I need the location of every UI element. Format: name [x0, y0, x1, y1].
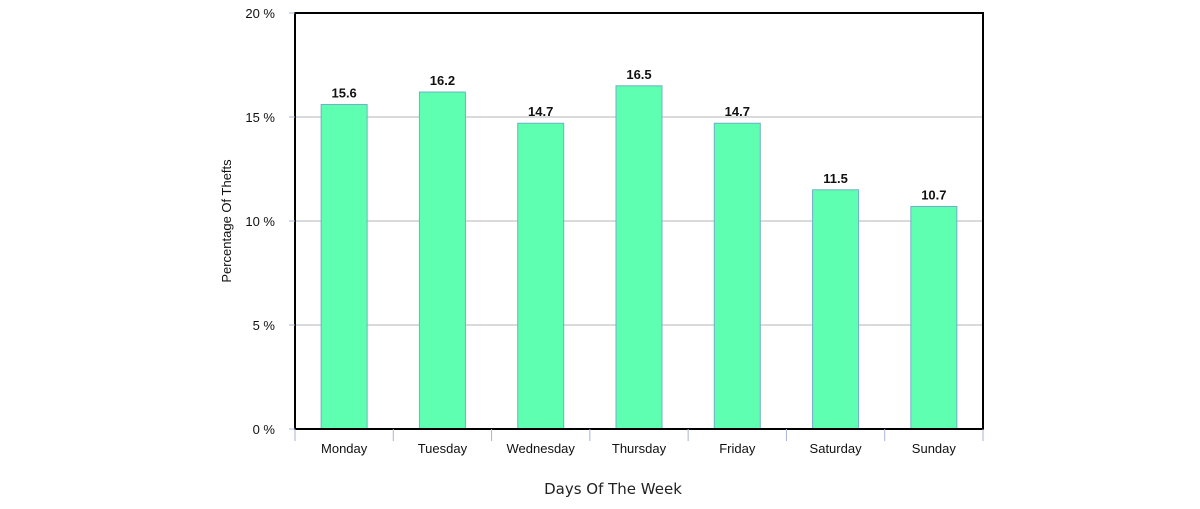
data-label: 16.2: [430, 73, 455, 88]
x-tick-label: Saturday: [810, 441, 863, 456]
data-label: 14.7: [528, 104, 553, 119]
bar-thursday: [615, 85, 663, 430]
y-tick-label: 5 %: [253, 318, 276, 333]
bar-sunday: [910, 205, 958, 430]
y-tick-label: 10 %: [245, 214, 275, 229]
x-tick-label: Thursday: [612, 441, 667, 456]
y-axis-title: Percentage Of Thefts: [219, 159, 234, 283]
data-label: 14.7: [725, 104, 750, 119]
data-label: 15.6: [331, 86, 356, 101]
bar-tuesday: [418, 91, 466, 430]
y-axis-ticks: 0 % 5 % 10 % 15 % 20 %: [245, 6, 295, 437]
data-labels: 15.6 16.2 14.7 16.5 14.7 11.5 10.7: [331, 67, 946, 203]
x-tick-label: Monday: [321, 441, 368, 456]
bar-monday: [320, 104, 368, 430]
x-tick-label: Sunday: [912, 441, 957, 456]
y-tick-label: 20 %: [245, 6, 275, 21]
bar-saturday: [812, 189, 860, 430]
y-tick-label: 0 %: [253, 422, 276, 437]
x-axis-ticks: Monday Tuesday Wednesday Thursday Friday Satu…: [294, 429, 984, 456]
x-tick-label: Friday: [719, 441, 756, 456]
bar-wednesday: [517, 122, 565, 430]
y-tick-label: 15 %: [245, 110, 275, 125]
x-tick-label: Tuesday: [418, 441, 468, 456]
x-axis-title: Days Of The Week: [544, 480, 682, 498]
bars: [320, 85, 958, 430]
data-label: 11.5: [823, 171, 848, 186]
data-label: 10.7: [921, 187, 946, 202]
bar-friday: [713, 122, 761, 430]
x-tick-label: Wednesday: [507, 441, 576, 456]
data-label: 16.5: [626, 67, 651, 82]
